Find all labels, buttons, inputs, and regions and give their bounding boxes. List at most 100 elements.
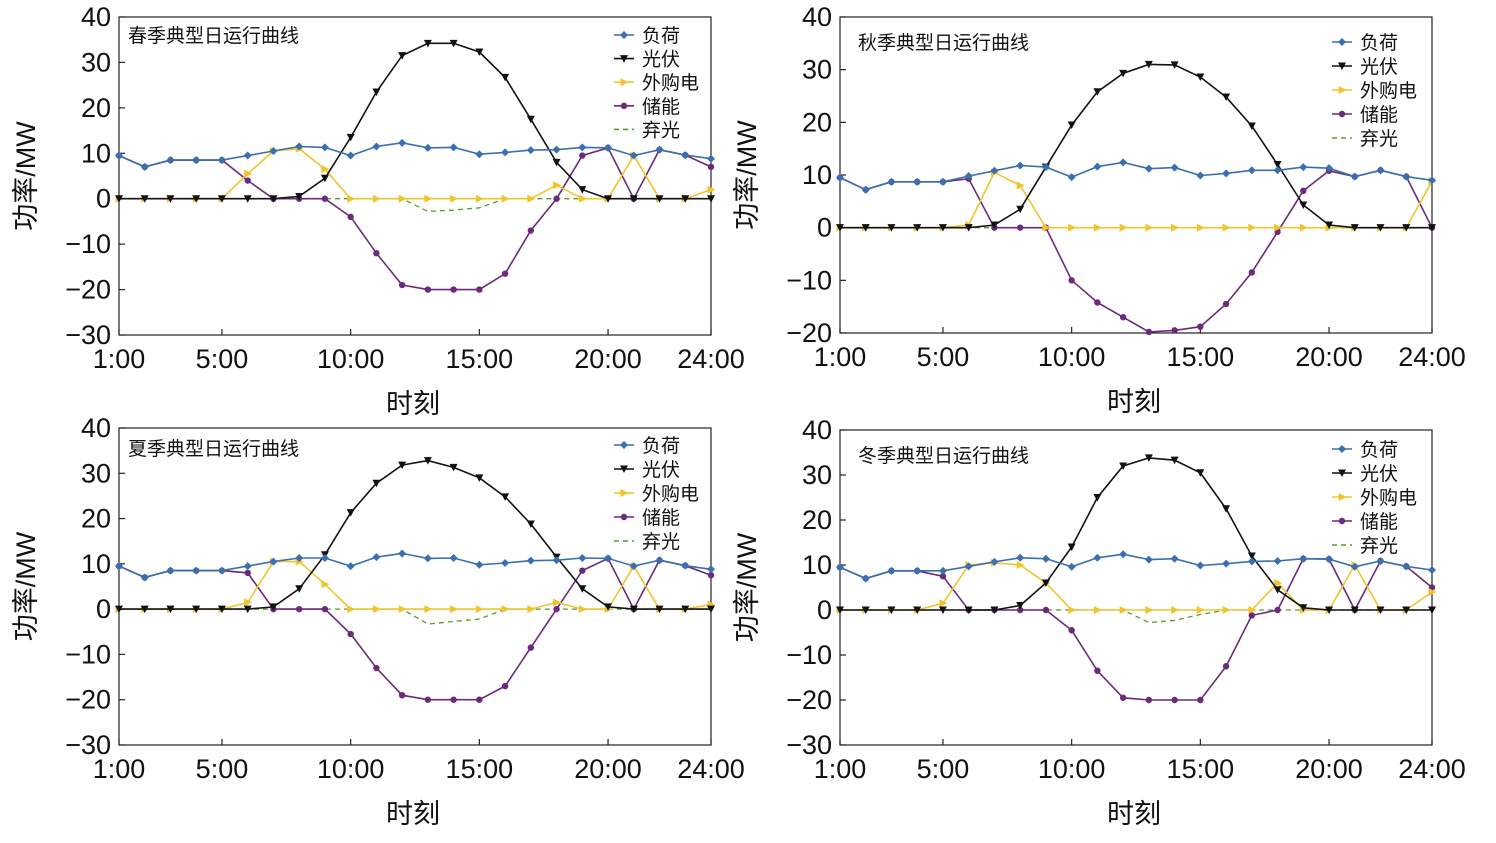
data-point-storage — [527, 227, 535, 234]
data-point-load — [655, 556, 664, 565]
y-tick-label: 20 — [81, 93, 111, 123]
series-grid — [836, 558, 1437, 614]
data-point-grid — [450, 194, 459, 203]
data-point-storage — [373, 664, 380, 672]
series-line-load — [839, 553, 1433, 580]
data-point-load — [578, 143, 587, 152]
data-point-pv — [836, 606, 844, 614]
data-point-load — [1428, 565, 1436, 574]
data-point-pv — [861, 224, 870, 232]
data-point-load — [913, 566, 922, 575]
data-point-load — [836, 563, 844, 572]
data-point-load — [681, 151, 690, 160]
y-tick-label: 10 — [802, 550, 832, 580]
data-point-pv — [398, 52, 407, 60]
data-point-pv — [295, 192, 304, 201]
data-point-grid — [1119, 223, 1128, 232]
series-line-load — [118, 141, 712, 168]
y-axis-label: 功率/MW — [732, 120, 762, 230]
data-point-load — [475, 150, 484, 159]
x-tick-label: 24:00 — [677, 754, 745, 784]
data-point-load — [192, 566, 201, 575]
data-point-grid — [707, 185, 716, 194]
data-point-load — [475, 560, 484, 569]
data-point-pv — [243, 605, 252, 614]
data-point-load — [449, 553, 458, 562]
data-point-load — [1016, 161, 1025, 170]
data-point-load — [449, 143, 458, 152]
data-point-storage — [450, 696, 457, 703]
data-point-grid — [1428, 588, 1437, 596]
data-point-load — [604, 143, 613, 152]
data-point-pv — [1350, 606, 1359, 614]
data-point-grid — [527, 194, 536, 203]
series-line-grid — [119, 560, 712, 610]
data-point-pv — [115, 195, 123, 203]
data-point-load — [887, 177, 896, 186]
chart-title: 秋季典型日运行曲线 — [858, 32, 1029, 54]
data-point-pv — [629, 605, 638, 614]
data-point-grid — [1093, 223, 1102, 232]
data-point-load — [1093, 162, 1102, 171]
data-point-storage — [347, 213, 354, 221]
data-point-grid — [347, 194, 356, 203]
data-point-storage — [424, 286, 432, 293]
data-point-storage — [1145, 328, 1153, 336]
data-point-load — [1222, 559, 1231, 568]
data-point-pv — [938, 606, 947, 614]
series-line-storage — [118, 146, 712, 291]
x-tick-label: 15:00 — [446, 344, 514, 374]
data-point-storage — [1042, 606, 1050, 614]
y-axis-label: 功率/MW — [11, 121, 41, 231]
data-point-storage — [1119, 314, 1127, 321]
data-point-pv — [1196, 73, 1205, 82]
data-point-storage — [1171, 327, 1178, 334]
data-point-load — [707, 565, 715, 574]
legend-marker-storage — [620, 513, 628, 521]
data-point-grid — [450, 605, 459, 614]
data-point-grid — [1222, 606, 1231, 614]
data-point-pv — [990, 221, 999, 230]
data-point-pv — [166, 195, 175, 203]
data-point-pv — [192, 605, 201, 614]
data-point-pv — [501, 493, 510, 501]
data-point-load — [398, 138, 407, 147]
legend-label-curtail: 弃光 — [1360, 535, 1398, 557]
data-point-load — [166, 566, 175, 575]
y-tick-label: 30 — [802, 55, 832, 85]
legend-label-curtail: 弃光 — [1360, 128, 1398, 150]
data-point-load — [192, 156, 201, 165]
data-point-grid — [398, 194, 407, 203]
data-point-grid — [578, 194, 587, 203]
data-point-storage — [501, 682, 509, 690]
data-point-storage — [295, 605, 303, 613]
data-point-storage — [707, 571, 715, 579]
series-line-pv — [840, 457, 1432, 611]
data-point-load — [269, 147, 278, 156]
data-point-grid — [527, 605, 536, 614]
data-point-pv — [578, 186, 587, 194]
data-point-pv — [1402, 224, 1411, 232]
legend-label-load: 负荷 — [642, 435, 680, 457]
y-tick-label: 30 — [81, 458, 111, 488]
data-point-load — [346, 151, 355, 160]
data-point-load — [938, 566, 947, 575]
data-point-grid — [398, 605, 407, 614]
data-point-storage — [1068, 627, 1075, 634]
data-point-pv — [629, 195, 638, 203]
data-point-storage — [1016, 606, 1024, 614]
x-axis-label: 时刻 — [1107, 387, 1161, 418]
chart-title: 冬季典型日运行曲线 — [858, 445, 1029, 467]
x-tick-label: 20:00 — [574, 754, 642, 784]
x-axis-label: 时刻 — [386, 389, 440, 420]
data-point-grid — [939, 599, 948, 608]
data-point-load — [578, 553, 587, 562]
y-tick-label: 0 — [96, 594, 111, 624]
data-point-pv — [269, 603, 278, 611]
legend-label-load: 负荷 — [1360, 32, 1398, 54]
legend-label-grid: 外购电 — [642, 72, 699, 94]
data-point-grid — [501, 605, 510, 614]
x-tick-label: 24:00 — [1398, 754, 1466, 784]
data-point-pv — [449, 39, 458, 48]
